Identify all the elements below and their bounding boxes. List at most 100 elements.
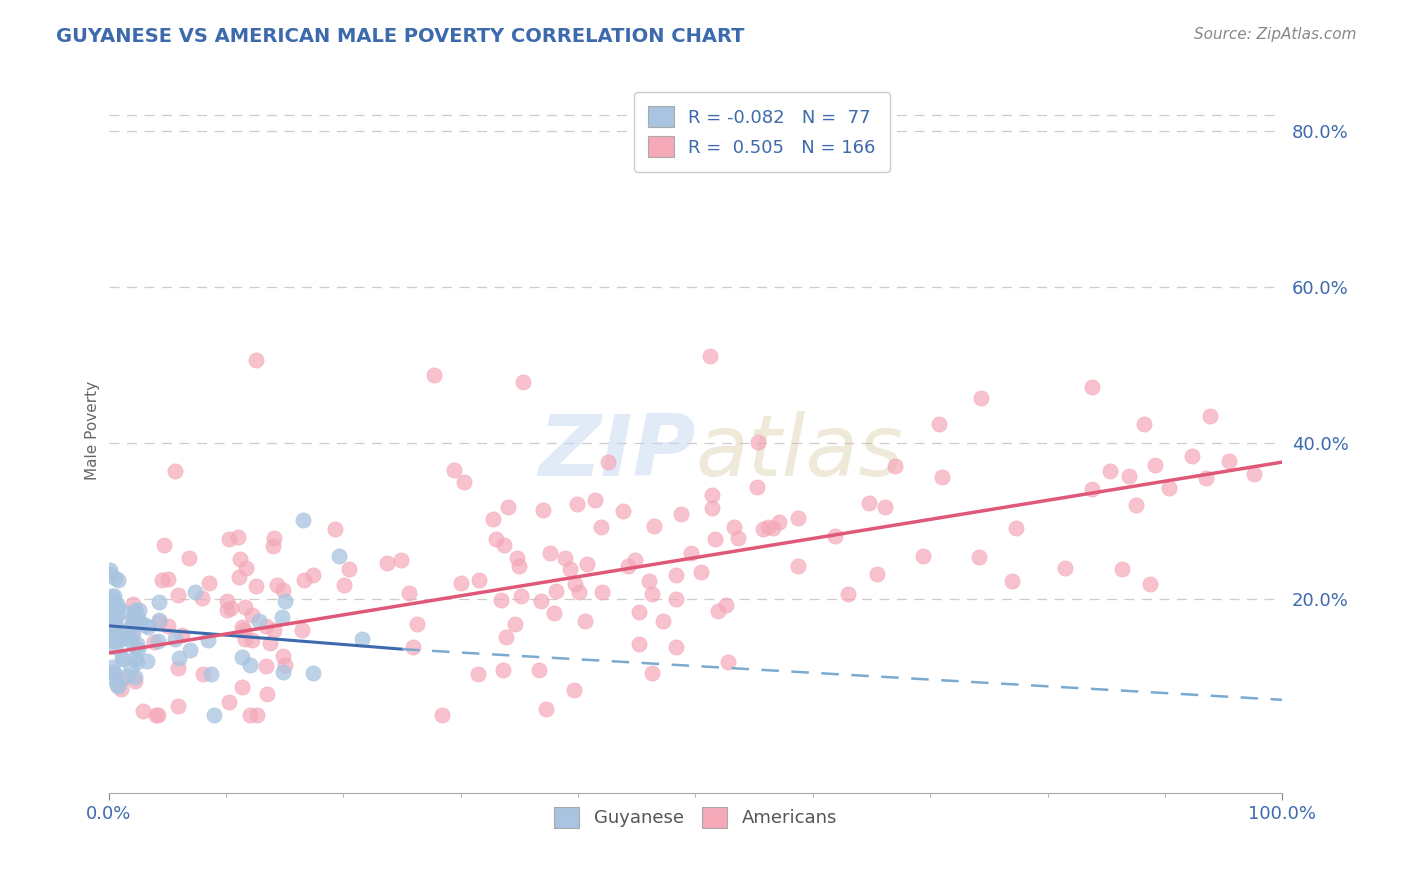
Point bbox=[233, 624, 256, 638]
Point bbox=[134, 618, 156, 632]
Point bbox=[262, 539, 284, 553]
Text: GUYANESE VS AMERICAN MALE POVERTY CORRELATION CHART: GUYANESE VS AMERICAN MALE POVERTY CORREL… bbox=[56, 27, 745, 45]
Point bbox=[389, 552, 412, 566]
Point bbox=[184, 585, 207, 599]
Point bbox=[231, 680, 253, 694]
Point bbox=[546, 584, 568, 599]
Point bbox=[787, 558, 810, 573]
Point bbox=[375, 556, 398, 570]
Point bbox=[115, 669, 138, 683]
Point bbox=[124, 652, 146, 666]
Point bbox=[124, 669, 146, 683]
Point bbox=[231, 620, 253, 634]
Point bbox=[508, 559, 530, 574]
Point bbox=[1195, 471, 1218, 485]
Point bbox=[339, 562, 361, 576]
Point bbox=[105, 626, 128, 640]
Point bbox=[589, 520, 612, 534]
Point bbox=[202, 708, 225, 723]
Point bbox=[591, 585, 613, 599]
Point bbox=[1139, 576, 1161, 591]
Point bbox=[120, 661, 142, 675]
Point bbox=[665, 592, 688, 607]
Point bbox=[628, 605, 651, 619]
Point bbox=[98, 632, 121, 646]
Point bbox=[534, 702, 557, 716]
Point bbox=[167, 651, 190, 665]
Point bbox=[215, 603, 238, 617]
Point bbox=[198, 575, 221, 590]
Point bbox=[328, 549, 350, 563]
Point bbox=[510, 589, 533, 603]
Point bbox=[259, 636, 281, 650]
Point bbox=[707, 604, 730, 618]
Point bbox=[641, 587, 664, 601]
Point bbox=[1198, 409, 1220, 423]
Point bbox=[270, 610, 292, 624]
Point bbox=[703, 533, 725, 547]
Point bbox=[503, 617, 526, 632]
Point bbox=[564, 577, 586, 591]
Point bbox=[967, 549, 990, 564]
Point bbox=[112, 631, 135, 645]
Point bbox=[665, 640, 688, 655]
Point bbox=[150, 573, 173, 587]
Point bbox=[239, 708, 262, 723]
Point bbox=[699, 349, 721, 363]
Point bbox=[301, 567, 323, 582]
Point bbox=[104, 633, 127, 648]
Point bbox=[554, 550, 576, 565]
Point bbox=[103, 590, 125, 604]
Point bbox=[406, 617, 429, 632]
Point bbox=[970, 391, 993, 405]
Point bbox=[714, 598, 737, 612]
Point bbox=[612, 504, 634, 518]
Point bbox=[246, 708, 269, 723]
Point bbox=[824, 529, 846, 543]
Point bbox=[450, 575, 472, 590]
Point bbox=[166, 660, 188, 674]
Point bbox=[562, 683, 585, 698]
Point bbox=[231, 650, 253, 665]
Point bbox=[858, 496, 880, 510]
Point bbox=[665, 568, 688, 582]
Point bbox=[273, 594, 295, 608]
Point bbox=[245, 579, 267, 593]
Point bbox=[125, 637, 148, 651]
Point bbox=[127, 610, 149, 624]
Point bbox=[883, 459, 905, 474]
Point bbox=[690, 565, 713, 579]
Point bbox=[747, 480, 769, 494]
Point bbox=[700, 501, 723, 516]
Point bbox=[229, 552, 252, 566]
Point bbox=[492, 663, 515, 677]
Point bbox=[641, 666, 664, 681]
Point bbox=[837, 587, 859, 601]
Point bbox=[700, 488, 723, 502]
Point bbox=[333, 577, 356, 591]
Point bbox=[233, 632, 256, 647]
Point bbox=[1181, 449, 1204, 463]
Point bbox=[1159, 481, 1181, 495]
Point bbox=[681, 546, 703, 560]
Point bbox=[617, 558, 640, 573]
Point bbox=[127, 642, 149, 657]
Point bbox=[1005, 521, 1028, 535]
Point bbox=[129, 616, 152, 631]
Point bbox=[121, 597, 143, 611]
Point bbox=[928, 417, 950, 431]
Point bbox=[273, 658, 295, 673]
Point bbox=[104, 667, 127, 681]
Point bbox=[148, 613, 170, 627]
Point bbox=[136, 620, 159, 634]
Point bbox=[485, 533, 508, 547]
Point bbox=[191, 591, 214, 605]
Point bbox=[254, 658, 277, 673]
Point bbox=[107, 679, 129, 693]
Point bbox=[1243, 467, 1265, 481]
Point bbox=[165, 464, 187, 478]
Point bbox=[543, 606, 565, 620]
Point bbox=[489, 592, 512, 607]
Point bbox=[352, 632, 374, 646]
Point bbox=[1218, 453, 1240, 467]
